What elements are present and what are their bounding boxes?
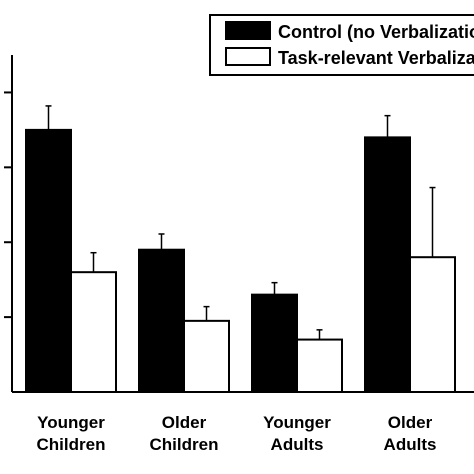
x-tick-label: Younger (37, 413, 105, 432)
bar-task-relevant (70, 271, 117, 393)
bar-control (251, 293, 298, 393)
x-tick-label: Older (388, 413, 433, 432)
bar-control (25, 128, 72, 393)
chart-bars (25, 128, 456, 394)
x-tick-label: Adults (271, 435, 324, 454)
bar-control (364, 136, 411, 393)
bar-task-relevant (183, 319, 230, 394)
legend-label-task-relevant: Task-relevant Verbalization (278, 48, 474, 68)
legend-swatch-control (225, 21, 271, 40)
x-tick-label: Children (37, 435, 106, 454)
bar-task-relevant (409, 256, 456, 394)
bar-control (138, 248, 185, 393)
x-tick-label: Children (150, 435, 219, 454)
chart-legend: Control (no Verbalization) Task-relevant… (209, 14, 474, 76)
legend-swatch-task-relevant (225, 47, 271, 66)
legend-label-control: Control (no Verbalization) (278, 22, 474, 42)
x-tick-label: Adults (384, 435, 437, 454)
x-tick-label: Older (162, 413, 207, 432)
chart-error-bars (45, 105, 436, 340)
bar-task-relevant (296, 338, 343, 394)
x-tick-label: Younger (263, 413, 331, 432)
x-tick-labels: Younger Children Older Children Younger Adult… (37, 413, 437, 454)
